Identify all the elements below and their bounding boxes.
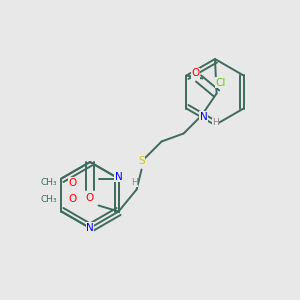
Text: N: N xyxy=(86,223,94,233)
Text: H: H xyxy=(131,178,138,187)
Text: Cl: Cl xyxy=(215,77,226,88)
Text: CH₃: CH₃ xyxy=(40,178,57,187)
Text: H: H xyxy=(212,118,219,127)
Text: O: O xyxy=(191,68,200,79)
Text: S: S xyxy=(138,155,145,166)
Text: N: N xyxy=(115,172,122,182)
Text: CH₃: CH₃ xyxy=(40,195,57,204)
Text: O: O xyxy=(86,193,94,203)
Text: N: N xyxy=(200,112,208,122)
Text: O: O xyxy=(68,194,77,205)
Text: O: O xyxy=(68,178,77,188)
